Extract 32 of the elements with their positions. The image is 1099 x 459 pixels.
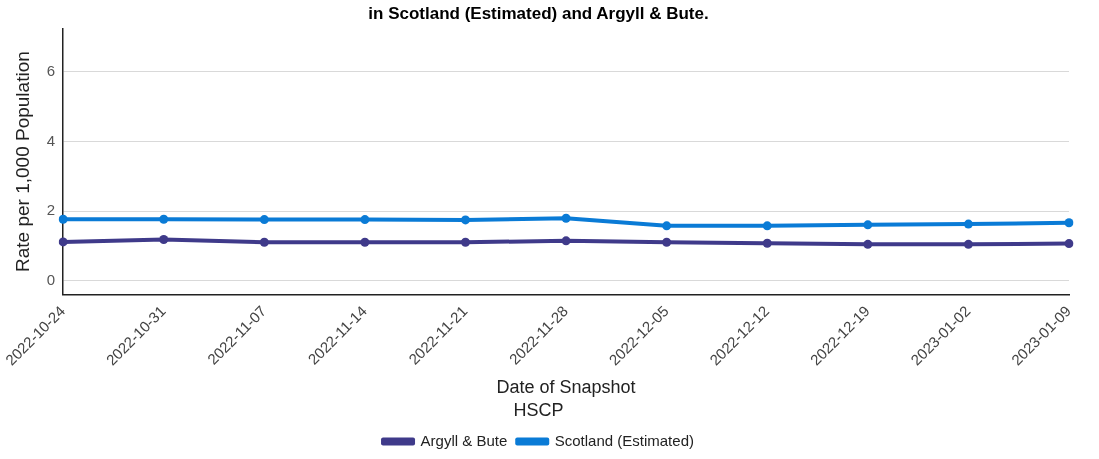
point [561,213,571,223]
legend-label: Argyll & Bute [420,431,508,449]
point [963,239,973,249]
y-tick-label: 6 [46,62,56,80]
y-tick-label: 4 [46,131,56,149]
point [460,237,470,247]
point [662,237,672,247]
y-tick-label: 2 [46,201,56,219]
x-axis-title: Date of Snapshot [496,376,636,397]
point [159,214,169,224]
point [863,220,873,230]
y-axis-title: Rate per 1,000 Population [11,51,33,272]
point [762,221,772,231]
point [259,215,269,225]
point [259,237,269,247]
point [360,215,370,225]
point [1064,218,1074,228]
legend-title: HSCP [513,400,564,421]
y-tick-label: 0 [46,271,56,289]
point [159,234,169,244]
chart-title: in Scotland (Estimated) and Argyll & Bute. [368,3,709,23]
point [863,239,873,249]
point [561,236,571,246]
point [762,238,772,248]
legend-label: Scotland (Estimated) [554,431,694,449]
point [58,237,68,247]
point [360,237,370,247]
point [963,219,973,229]
point [460,215,470,225]
point [58,214,68,224]
point [1064,239,1074,249]
point [662,221,672,231]
